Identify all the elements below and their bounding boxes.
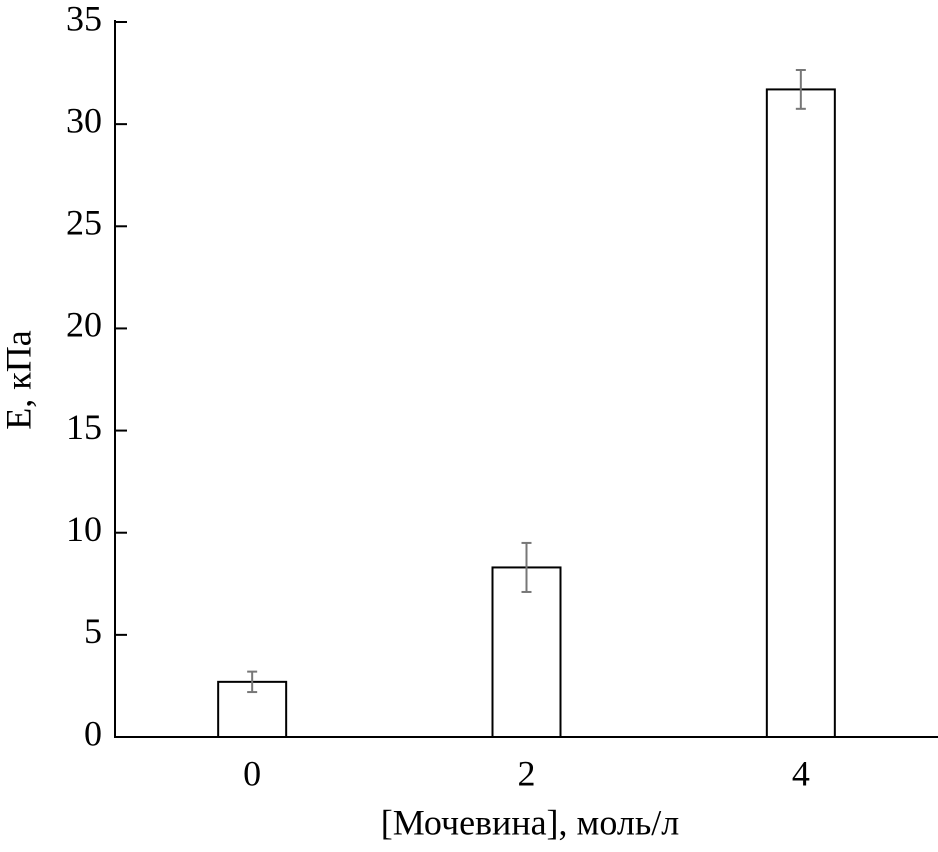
error-bar xyxy=(247,670,258,694)
x-tick-label: 0 xyxy=(243,753,261,793)
bar xyxy=(765,88,836,738)
y-tick-label: 10 xyxy=(66,509,102,549)
x-tick-label: 4 xyxy=(792,753,810,793)
x-tick-label: 2 xyxy=(518,753,536,793)
y-tick-label: 0 xyxy=(84,713,102,753)
y-tick-label: 15 xyxy=(66,407,102,447)
bar xyxy=(491,566,562,739)
y-axis-label: E, кПа xyxy=(0,330,38,429)
y-tick-label: 25 xyxy=(66,203,102,243)
x-axis-label: [Мочевина], моль/л xyxy=(381,802,679,842)
y-tick-label: 35 xyxy=(66,0,102,38)
y-tick-label: 30 xyxy=(66,100,102,140)
y-tick-label: 5 xyxy=(84,611,102,651)
error-bar xyxy=(521,541,532,593)
error-bar xyxy=(795,69,806,110)
y-tick-label: 20 xyxy=(66,305,102,345)
